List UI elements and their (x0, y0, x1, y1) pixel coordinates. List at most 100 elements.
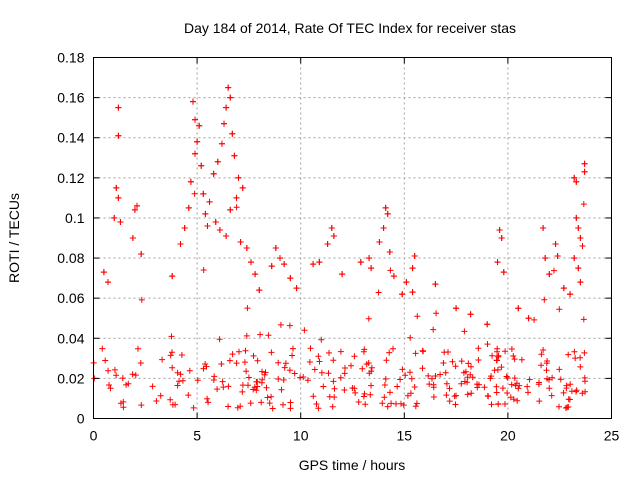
roti-point (324, 241, 331, 248)
x-tick-label: 20 (500, 428, 516, 444)
roti-point (113, 184, 120, 191)
roti-point (376, 239, 383, 246)
roti-point (247, 259, 254, 266)
roti-point (129, 235, 136, 241)
roti-point (212, 218, 219, 225)
roti-point (575, 224, 582, 231)
roti-marker-cloud (90, 84, 589, 412)
roti-point (229, 130, 236, 137)
roti-point (227, 94, 234, 101)
roti-point (498, 235, 505, 241)
roti-point (494, 259, 501, 266)
roti-point (411, 253, 418, 260)
roti-point (357, 259, 364, 266)
roti-point (115, 132, 122, 139)
roti-point (181, 224, 188, 231)
roti-point (227, 206, 234, 213)
y-tick-label: 0.06 (57, 290, 84, 306)
roti-point (204, 222, 211, 229)
y-tick-label: 0.18 (57, 50, 84, 66)
roti-point (187, 178, 194, 185)
roti-point (515, 305, 522, 312)
roti-point (293, 285, 300, 292)
roti-point (571, 174, 578, 181)
roti-point (100, 269, 107, 276)
chart-title: Day 184 of 2014, Rate Of TEC Index for r… (184, 20, 516, 36)
x-tick-label: 5 (193, 428, 201, 444)
roti-point (287, 275, 294, 282)
roti-point (577, 235, 584, 241)
data-points (90, 84, 589, 412)
x-tick-label: 0 (90, 428, 98, 444)
roti-point (272, 245, 279, 252)
roti-point (189, 98, 196, 105)
roti-point (316, 259, 323, 266)
y-tick-label: 0.16 (57, 90, 84, 106)
roti-point (276, 255, 283, 262)
roti-point (134, 202, 141, 209)
y-tick-label: 0.1 (65, 210, 85, 226)
y-tick-label: 0 (77, 411, 85, 427)
roti-point (138, 251, 145, 258)
roti-point (368, 265, 375, 272)
roti-point (131, 206, 138, 213)
roti-point (200, 190, 207, 197)
roti-point (233, 194, 240, 201)
roti-point (214, 158, 221, 165)
roti-point (540, 224, 547, 231)
roti-point (196, 122, 203, 129)
roti-point (198, 162, 205, 169)
x-axis-label: GPS time / hours (299, 457, 406, 473)
roti-point (403, 279, 410, 286)
roti-point (231, 152, 238, 159)
roti-point (194, 138, 201, 145)
roti-point (384, 210, 391, 217)
roti-point (243, 245, 250, 252)
roti-point (581, 160, 588, 167)
x-tick-labels: 0 5 10 15 20 25 (90, 428, 620, 444)
roti-point (192, 150, 199, 157)
roti-point (581, 168, 588, 175)
y-tick-labels: 0 0.02 0.04 0.06 0.08 0.1 0.12 0.14 0.16 0.18 (57, 50, 84, 427)
roti-point (496, 226, 503, 233)
x-tick-label: 25 (604, 428, 620, 444)
roti-point (575, 265, 582, 272)
roti-point (579, 243, 586, 250)
roti-point (115, 104, 122, 111)
roti-point (221, 120, 228, 127)
roti-point (281, 261, 288, 268)
roti-point (235, 174, 242, 181)
roti-point (185, 204, 192, 211)
roti-point (554, 253, 561, 260)
roti-point (339, 271, 346, 278)
roti-point (115, 194, 122, 201)
roti-point (225, 84, 232, 91)
roti-point (330, 232, 337, 239)
roti-point (177, 241, 184, 248)
roti-point (218, 140, 225, 147)
y-tick-label: 0.04 (57, 330, 84, 346)
roti-point (567, 291, 574, 298)
y-tick-label: 0.02 (57, 370, 84, 386)
y-tick-label: 0.12 (57, 170, 84, 186)
x-tick-label: 10 (293, 428, 309, 444)
roti-point (366, 255, 373, 262)
roti-point (467, 311, 474, 318)
roti-point (409, 265, 416, 272)
roti-point (111, 214, 118, 221)
roti-point (237, 239, 244, 246)
roti-point (202, 210, 209, 217)
roti-point (210, 170, 217, 177)
roti-point (310, 261, 317, 268)
roti-point (573, 214, 580, 221)
roti-point (571, 255, 578, 262)
roti-point (432, 281, 439, 288)
roti-point (560, 285, 567, 292)
x-tick-label: 15 (397, 428, 413, 444)
roti-point (380, 224, 387, 231)
roti-point (386, 249, 393, 256)
roti-point (169, 273, 176, 280)
roti-point (573, 178, 580, 185)
roti-point (542, 255, 549, 262)
